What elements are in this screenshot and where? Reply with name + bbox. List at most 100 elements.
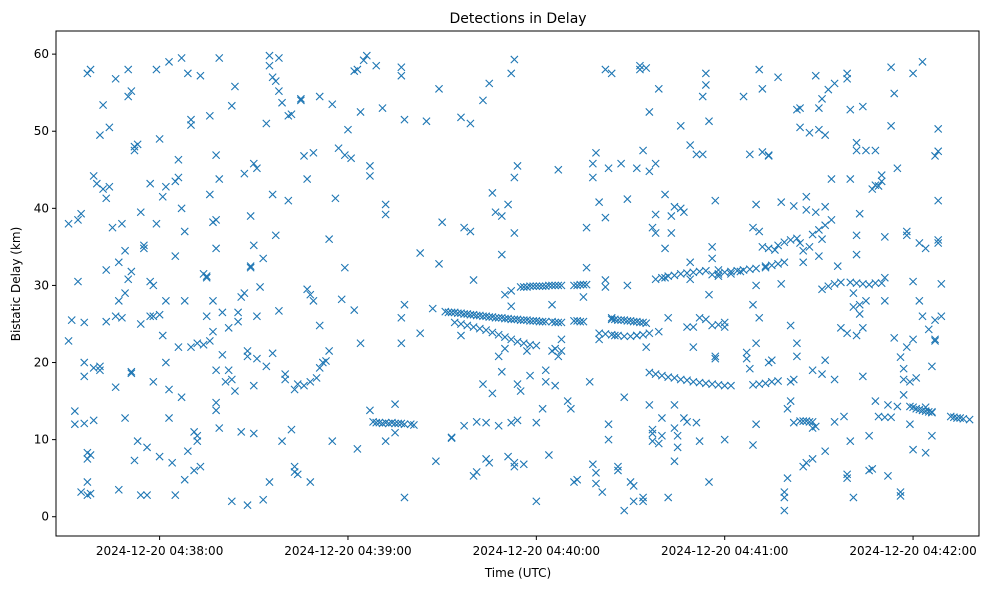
data-point	[397, 63, 406, 72]
data-point	[918, 312, 927, 321]
data-point	[541, 317, 550, 326]
data-point	[877, 177, 886, 186]
data-point	[397, 313, 406, 322]
data-point	[890, 89, 899, 98]
data-point	[780, 488, 789, 497]
data-point	[736, 267, 745, 276]
data-point	[865, 431, 874, 440]
data-point	[770, 245, 779, 254]
data-point	[70, 420, 79, 429]
data-point	[902, 343, 911, 352]
data-point	[635, 61, 644, 70]
data-point	[632, 331, 641, 340]
data-point	[328, 437, 337, 446]
data-point	[227, 497, 236, 506]
data-point	[230, 387, 239, 396]
data-point	[836, 323, 845, 332]
data-point	[92, 179, 101, 188]
data-point	[457, 319, 465, 328]
data-point	[95, 362, 104, 371]
data-point	[689, 323, 698, 332]
data-point	[212, 244, 221, 253]
data-point	[494, 421, 503, 430]
data-point	[557, 335, 566, 344]
data-point	[161, 182, 170, 191]
data-point	[73, 215, 82, 224]
data-point	[381, 437, 390, 446]
data-point	[623, 281, 632, 290]
data-point	[880, 232, 889, 241]
data-point	[645, 167, 654, 176]
data-point	[77, 488, 86, 497]
data-point	[73, 277, 82, 286]
data-point	[381, 200, 390, 209]
data-point	[934, 124, 943, 133]
data-point	[111, 383, 120, 392]
data-point	[645, 368, 654, 377]
data-point	[325, 346, 334, 355]
data-point	[331, 194, 340, 203]
data-point	[774, 259, 783, 268]
data-point	[846, 105, 855, 114]
data-point	[340, 263, 349, 272]
data-point	[482, 326, 491, 335]
data-point	[921, 403, 930, 412]
data-point	[651, 229, 660, 237]
data-point	[582, 223, 591, 232]
data-point	[208, 296, 217, 305]
data-point	[887, 63, 896, 72]
data-point	[494, 330, 503, 339]
data-point	[554, 281, 563, 290]
data-point	[359, 56, 368, 65]
data-point	[893, 164, 902, 173]
data-point	[676, 121, 685, 130]
data-point	[780, 506, 789, 515]
data-point	[400, 115, 409, 124]
data-point	[579, 280, 588, 289]
data-point	[438, 218, 447, 227]
data-point	[657, 414, 666, 423]
data-point	[645, 329, 654, 338]
data-point	[840, 412, 848, 421]
data-point	[915, 239, 924, 248]
data-point	[852, 250, 861, 259]
data-point	[896, 488, 905, 497]
y-axis-label: Bistatic Delay (km)	[9, 227, 23, 342]
data-point	[843, 69, 852, 78]
data-point	[152, 219, 161, 228]
data-point	[755, 227, 764, 236]
data-point	[450, 318, 459, 327]
data-point	[161, 296, 170, 305]
data-point	[821, 202, 830, 211]
data-point	[315, 363, 324, 372]
data-point	[802, 458, 811, 467]
data-point	[535, 282, 544, 291]
data-point	[149, 377, 158, 386]
data-point	[887, 121, 896, 130]
data-point	[447, 433, 456, 442]
data-point	[328, 100, 337, 109]
data-point	[548, 281, 557, 290]
data-point	[711, 196, 720, 205]
data-point	[667, 229, 676, 237]
data-point	[689, 343, 698, 352]
data-point	[557, 346, 566, 355]
data-point	[246, 262, 255, 271]
data-point	[620, 393, 629, 402]
data-point	[858, 372, 867, 381]
data-point	[726, 381, 735, 390]
data-point	[215, 53, 224, 62]
data-point	[818, 370, 827, 379]
data-point	[818, 94, 827, 103]
data-point	[880, 296, 889, 305]
data-point	[491, 313, 500, 322]
data-point	[927, 431, 936, 440]
data-point	[802, 192, 811, 201]
data-point	[265, 478, 274, 487]
data-point	[522, 346, 531, 355]
data-point	[883, 400, 892, 409]
data-point	[306, 478, 315, 487]
data-point	[654, 327, 663, 336]
data-point	[598, 488, 607, 497]
data-point	[252, 354, 261, 363]
